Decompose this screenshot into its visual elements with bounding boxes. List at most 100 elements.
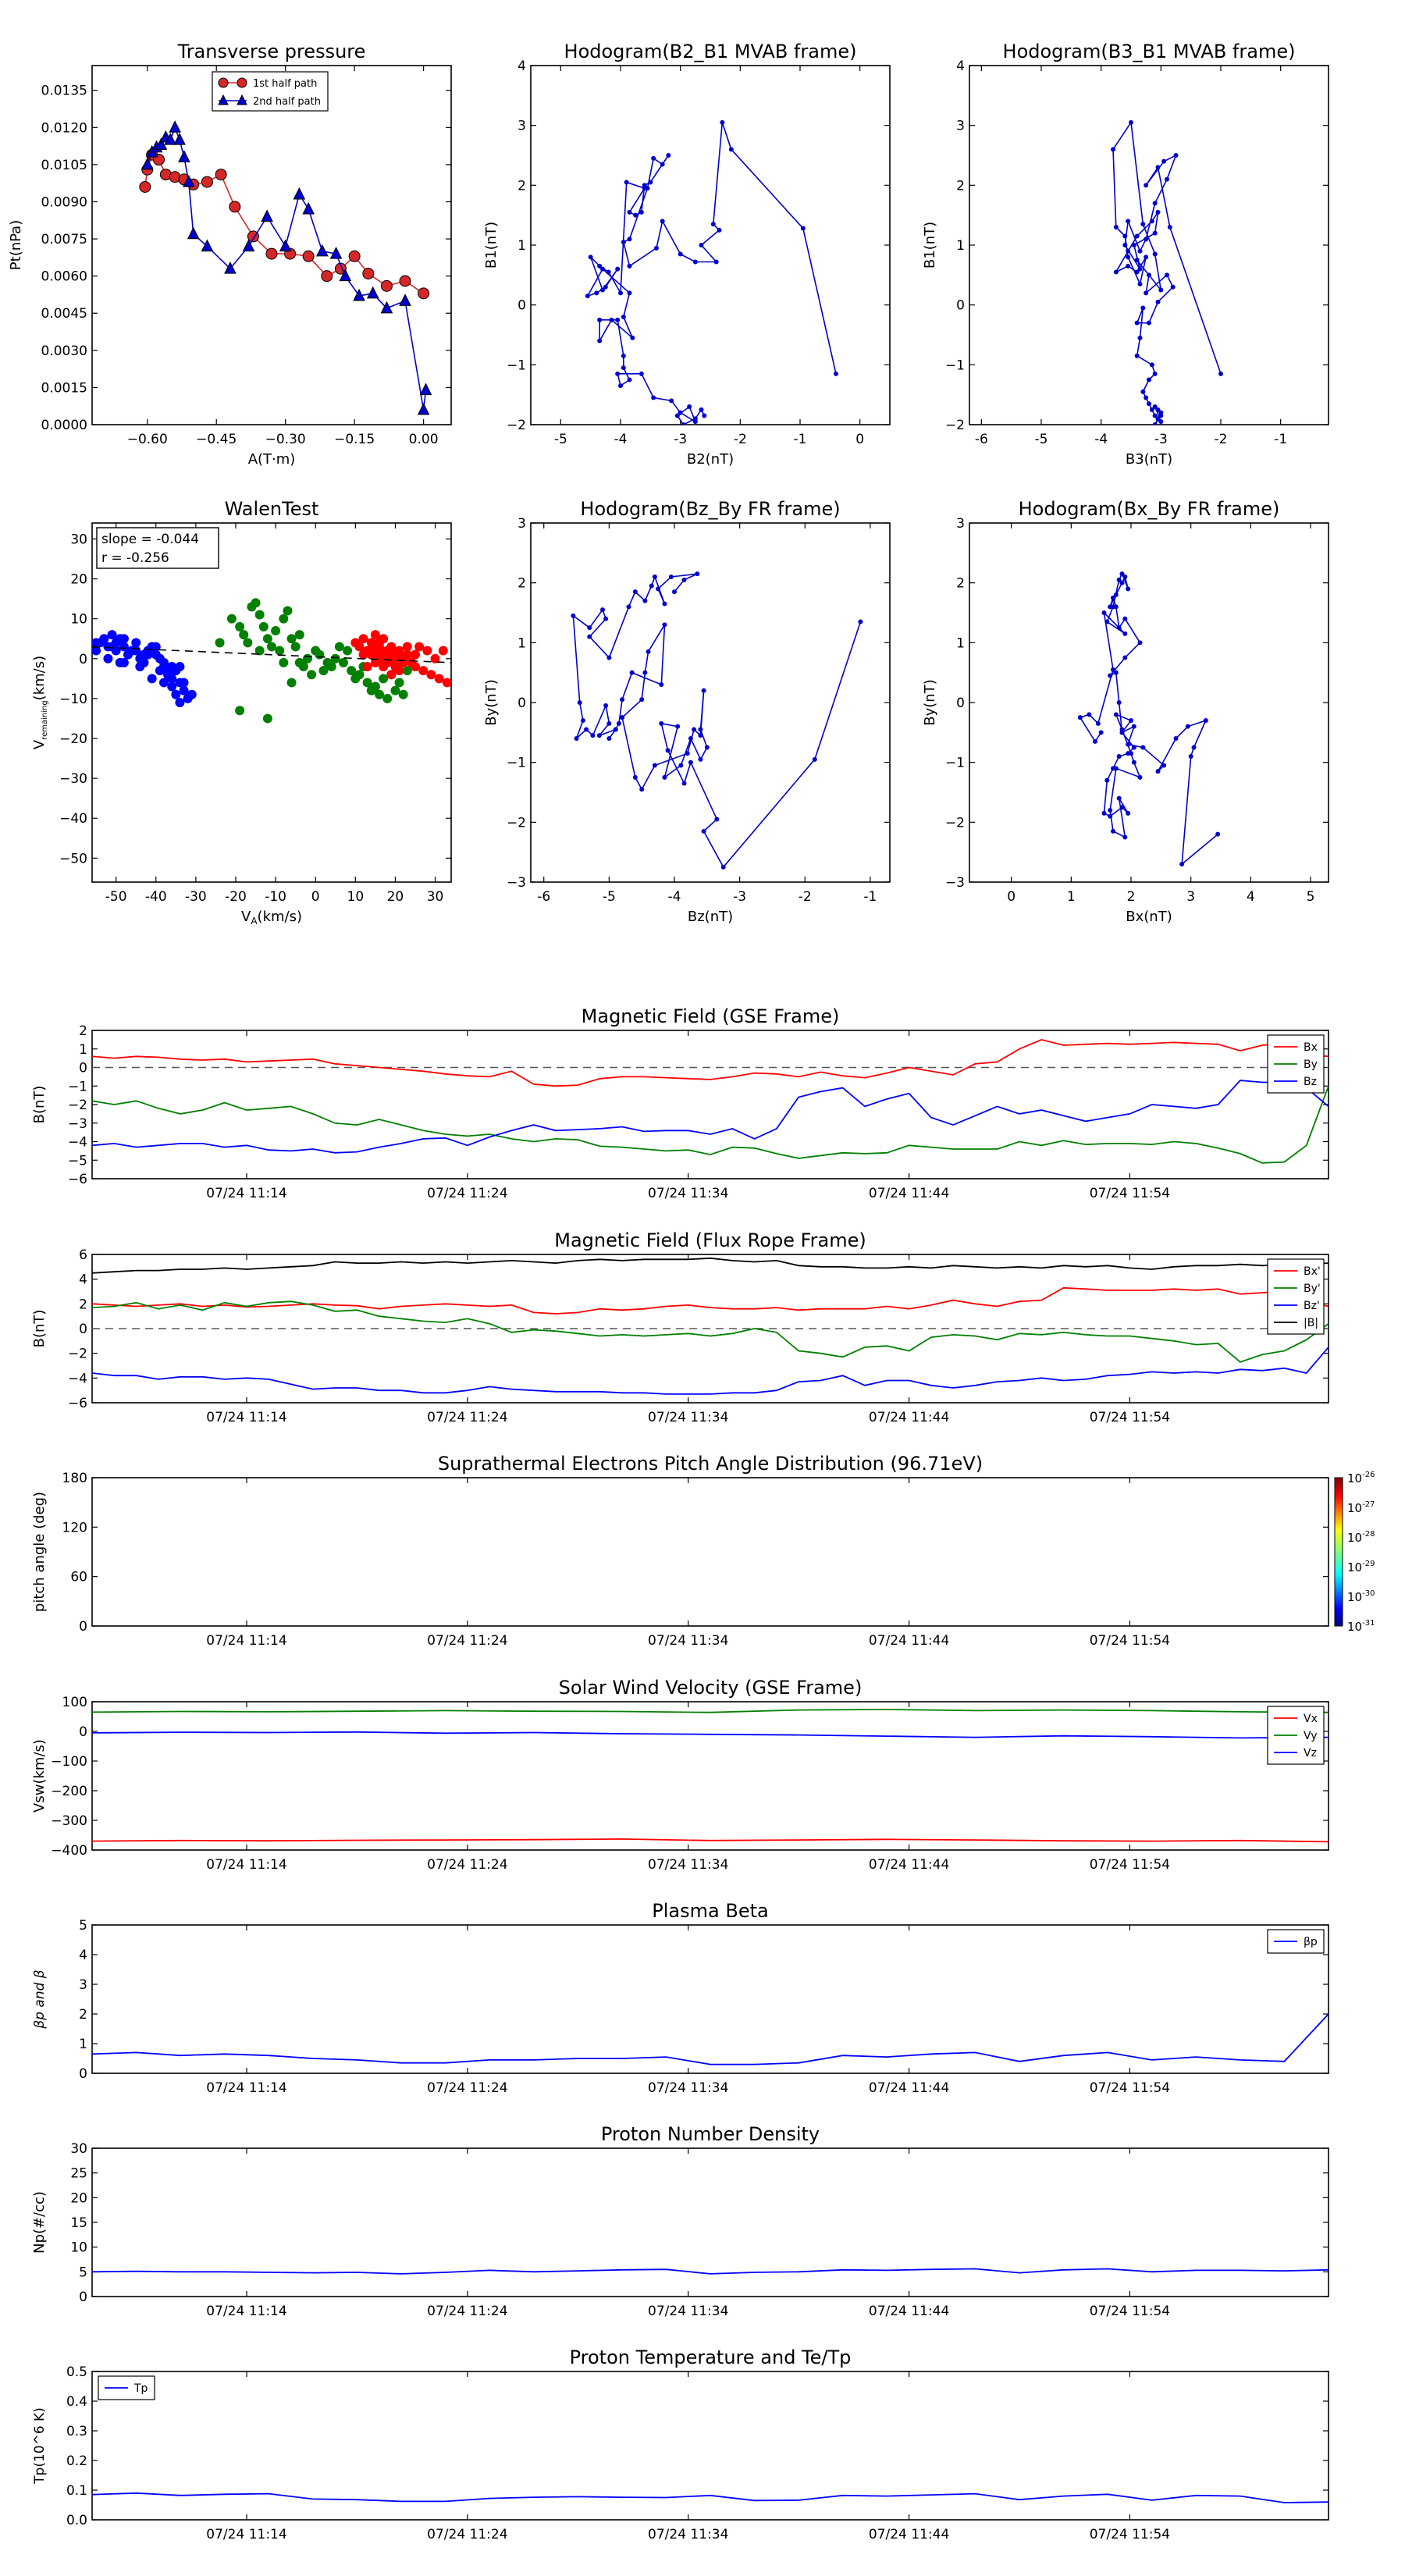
data-point [613,727,618,732]
data-point [1137,248,1143,254]
y-tick-label: 1 [956,635,965,651]
data-point [1095,720,1101,726]
data-point [139,180,151,193]
scatter-point [267,642,276,652]
x-tick-label: 07/24 11:14 [206,2527,286,2542]
x-tick-label: 07/24 11:54 [1090,2527,1170,2542]
x-tick-label: -4 [614,432,628,447]
series-line [92,2268,1329,2275]
y-tick-label: −30 [59,771,87,787]
data-point [1126,742,1131,747]
y-tick-label: 1 [518,238,526,254]
y-tick-label: 100 [62,1695,87,1710]
data-point [316,244,329,257]
axes-frame [91,65,452,425]
data-point [1113,712,1119,717]
y-axis-label: Vremaining(km/s) [31,656,49,749]
data-point [600,266,605,272]
y-tick-label: −6 [68,1396,87,1411]
scatter-point [135,662,145,671]
data-point [675,724,681,729]
data-point [1116,625,1122,631]
data-point [348,250,361,262]
data-point [1161,763,1167,768]
scatter-point [394,678,404,688]
chart-walen-test: WalenTest -50 -40 -30 -20 -10 0 10 20 30 −50 −40 −30… [31,498,452,927]
x-tick-label: -2 [734,432,747,447]
data-point [629,670,635,675]
data-point [1101,610,1107,615]
data-point [1126,248,1131,254]
data-point [1113,225,1119,229]
data-point [692,416,698,422]
scatter-point [375,638,384,648]
y-axis-label: B1(nT) [483,222,500,269]
data-point [621,365,626,371]
x-tick-label: 07/24 11:34 [648,2527,728,2542]
legend: βp [1267,1929,1325,1954]
x-tick-label: 07/24 11:14 [206,1186,286,1201]
data-point [1149,362,1154,368]
data-point [1122,616,1128,621]
x-tick-label: -4 [1094,432,1108,447]
y-tick-label: −2 [945,815,965,831]
y-tick-label: 0 [956,696,965,711]
chart-title: Transverse pressure [177,41,366,62]
x-tick-label: 0 [855,432,864,447]
series-line [92,2013,1329,2065]
x-tick-label: -2 [799,889,812,905]
x-tick-label: 30 [427,889,444,905]
scatter-point [330,653,340,664]
series-line [92,1708,1329,1713]
x-tick-label: 1 [1067,889,1076,905]
legend: Bx By Bz [1267,1034,1325,1094]
y-tick-label: 0 [79,652,87,667]
y-tick-label: 2 [518,178,526,194]
x-tick-label: 0.00 [409,432,439,447]
data-point [662,774,667,780]
data-point [1218,371,1223,376]
data-point [1165,272,1169,278]
data-point [1170,284,1176,290]
series-first-half [139,148,430,300]
scatter-point [382,693,393,703]
scatter-point [402,642,412,652]
x-tick-label: 07/24 11:54 [1090,1857,1170,1873]
y-tick-label: −1 [68,1079,87,1094]
data-point [1119,571,1125,577]
scatter-point [147,674,157,684]
data-point [681,781,687,786]
y-tick-label: 180 [62,1471,87,1486]
x-tick-label: 07/24 11:14 [206,2080,286,2096]
y-tick-label: 0 [518,298,526,314]
scatter-point [155,666,165,676]
scatter-point [119,657,129,667]
y-tick-label: 0.0120 [41,120,87,136]
data-point [652,575,657,579]
y-tick-label: 0 [79,2066,87,2082]
data-point [603,616,609,621]
scatter-point [283,606,293,616]
data-point [656,586,661,592]
scatter-point [139,649,149,660]
scatter-group [92,630,197,707]
data-point [215,169,227,181]
data-point [685,751,690,756]
x-tick-label: -6 [537,889,550,905]
data-point [261,209,273,222]
x-tick-label: 07/24 11:54 [1090,2304,1170,2319]
data-point [639,697,645,703]
data-point [1155,299,1161,304]
data-point [603,284,608,290]
data-point [164,133,177,145]
data-point [584,727,589,732]
scatter-point [235,621,245,632]
scatter-point [243,638,253,648]
data-point [603,703,609,708]
data-point [1119,580,1125,585]
scatter-point [339,657,348,667]
trajectory-line [586,122,837,425]
data-point [660,162,665,167]
data-point [1155,165,1161,170]
scatter-point [422,646,432,656]
